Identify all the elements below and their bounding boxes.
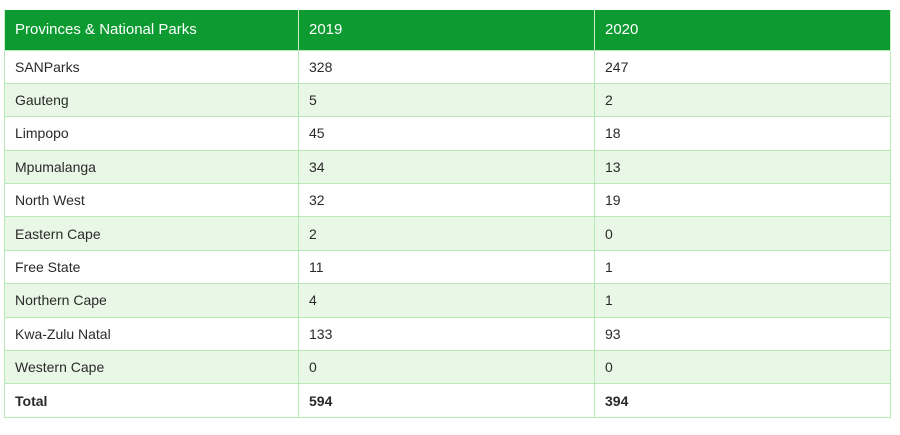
value-2020: 93 bbox=[594, 316, 891, 352]
value-2019: 2 bbox=[298, 216, 595, 251]
table-container: Provinces & National Parks 2019 2020 SAN… bbox=[4, 10, 891, 418]
header-cell-2019: 2019 bbox=[298, 10, 595, 50]
value-2020: 0 bbox=[594, 350, 891, 385]
value-2020: 1 bbox=[594, 249, 891, 285]
row-label: Northern Cape bbox=[4, 283, 299, 318]
value-2020: 1 bbox=[594, 283, 891, 318]
table-row: North West 32 19 bbox=[4, 183, 891, 218]
value-2019: 32 bbox=[298, 183, 595, 218]
data-table: Provinces & National Parks 2019 2020 SAN… bbox=[4, 10, 891, 418]
value-2019: 133 bbox=[298, 316, 595, 352]
value-2019: 5 bbox=[298, 82, 595, 118]
value-2019: 0 bbox=[298, 350, 595, 385]
value-2019: 328 bbox=[298, 49, 595, 84]
total-row: Total 594 394 bbox=[4, 383, 891, 418]
row-label: North West bbox=[4, 183, 299, 218]
row-label: Western Cape bbox=[4, 350, 299, 385]
table-row: Kwa-Zulu Natal 133 93 bbox=[4, 316, 891, 352]
total-2020: 394 bbox=[594, 383, 891, 418]
table-body: SANParks 328 247 Gauteng 5 2 Limpopo 45 … bbox=[4, 49, 891, 418]
table-row: Mpumalanga 34 13 bbox=[4, 149, 891, 185]
total-2019: 594 bbox=[298, 383, 595, 418]
header-cell-2020: 2020 bbox=[594, 10, 891, 50]
header-row: Provinces & National Parks 2019 2020 bbox=[4, 10, 891, 50]
value-2020: 2 bbox=[594, 82, 891, 118]
table-row: Gauteng 5 2 bbox=[4, 82, 891, 118]
value-2020: 13 bbox=[594, 149, 891, 185]
header-cell-provinces: Provinces & National Parks bbox=[4, 10, 299, 50]
table-row: Eastern Cape 2 0 bbox=[4, 216, 891, 251]
row-label: Free State bbox=[4, 249, 299, 285]
row-label: Eastern Cape bbox=[4, 216, 299, 251]
table-row: Northern Cape 4 1 bbox=[4, 283, 891, 318]
table-row: Limpopo 45 18 bbox=[4, 116, 891, 151]
table-row: Free State 11 1 bbox=[4, 249, 891, 285]
value-2019: 45 bbox=[298, 116, 595, 151]
value-2020: 0 bbox=[594, 216, 891, 251]
row-label: SANParks bbox=[4, 49, 299, 84]
value-2020: 18 bbox=[594, 116, 891, 151]
value-2019: 34 bbox=[298, 149, 595, 185]
row-label: Kwa-Zulu Natal bbox=[4, 316, 299, 352]
table-row: SANParks 328 247 bbox=[4, 49, 891, 84]
total-label: Total bbox=[4, 383, 299, 418]
value-2019: 4 bbox=[298, 283, 595, 318]
row-label: Gauteng bbox=[4, 82, 299, 118]
value-2020: 247 bbox=[594, 49, 891, 84]
value-2019: 11 bbox=[298, 249, 595, 285]
value-2020: 19 bbox=[594, 183, 891, 218]
row-label: Limpopo bbox=[4, 116, 299, 151]
row-label: Mpumalanga bbox=[4, 149, 299, 185]
table-row: Western Cape 0 0 bbox=[4, 350, 891, 385]
table-header: Provinces & National Parks 2019 2020 bbox=[4, 10, 891, 50]
